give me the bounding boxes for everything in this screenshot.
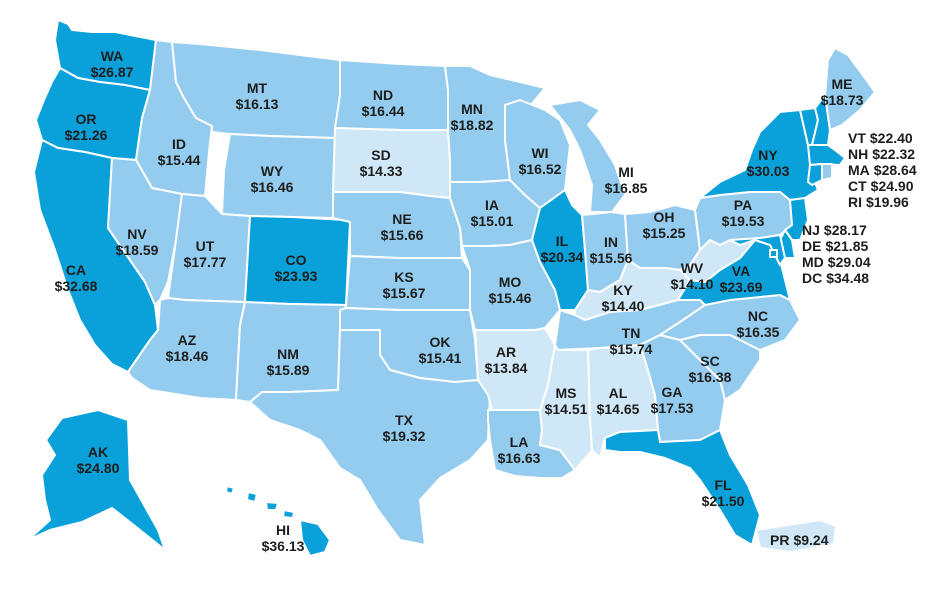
state-FL xyxy=(604,429,761,546)
label-AZ: AZ $18.46 xyxy=(165,332,209,364)
label-MO: MO $15.46 xyxy=(488,274,532,306)
callout-MA: MA $28.64 xyxy=(848,162,917,178)
label-OR: OR $21.26 xyxy=(64,111,108,143)
state-MS xyxy=(539,344,593,471)
label-IN: IN $15.56 xyxy=(589,234,633,266)
label-IA: IA $15.01 xyxy=(470,197,514,229)
callout-DC: DC $34.48 xyxy=(802,270,870,286)
label-MT: MT $16.13 xyxy=(235,80,279,112)
label-NE: NE $15.66 xyxy=(380,211,424,243)
state-MA xyxy=(807,144,846,166)
callout-VT: VT $22.40 xyxy=(848,130,913,146)
label-NY: NY $30.03 xyxy=(746,147,790,179)
label-GA: GA $17.53 xyxy=(650,384,694,416)
callout-PR: PR $9.24 xyxy=(770,532,829,548)
state-MI xyxy=(549,99,626,213)
callout-DE: DE $21.85 xyxy=(802,238,869,254)
label-NV: NV $18.59 xyxy=(115,226,159,258)
state-HI xyxy=(225,485,331,557)
label-ND: ND $16.44 xyxy=(361,87,405,119)
label-ME: ME $18.73 xyxy=(820,76,864,108)
label-CO: CO $23.93 xyxy=(274,252,318,284)
state-MO xyxy=(461,239,561,331)
callout-RI: RI $19.96 xyxy=(848,194,909,210)
label-LA: LA $16.63 xyxy=(497,434,541,466)
label-VA: VA $23.69 xyxy=(719,263,763,295)
callout-NJ: NJ $28.17 xyxy=(802,222,867,238)
label-MN: MN $18.82 xyxy=(450,101,494,133)
label-CA: CA $32.68 xyxy=(54,262,98,294)
state-DC xyxy=(769,249,778,258)
state-MD xyxy=(729,234,786,266)
label-IL: IL $20.34 xyxy=(540,233,584,265)
label-OH: OH $15.25 xyxy=(642,209,686,241)
state-ME xyxy=(824,47,876,131)
label-KY: KY $14.40 xyxy=(601,282,645,314)
label-AL: AL $14.65 xyxy=(596,385,640,417)
label-MI: MI $16.85 xyxy=(604,164,648,196)
label-HI: HI $36.13 xyxy=(261,522,305,554)
label-AR: AR $13.84 xyxy=(484,344,528,376)
label-MS: MS $14.51 xyxy=(544,385,588,417)
label-WA: WA $26.87 xyxy=(90,48,134,80)
state-TX xyxy=(249,329,491,546)
label-OK: OK $15.41 xyxy=(418,334,462,366)
label-SC: SC $16.38 xyxy=(688,353,732,385)
callout-NH: NH $22.32 xyxy=(848,146,916,162)
state-NJ xyxy=(784,197,809,241)
label-WI: WI $16.52 xyxy=(518,145,562,177)
label-SD: SD $14.33 xyxy=(359,147,403,179)
label-WV: WV $14.10 xyxy=(670,260,714,292)
label-NM: NM $15.89 xyxy=(266,346,310,378)
label-PA: PA $19.53 xyxy=(721,197,765,229)
state-PR xyxy=(755,519,837,553)
state-AK xyxy=(27,409,166,551)
state-RI xyxy=(821,163,833,181)
state-CT xyxy=(807,163,823,186)
label-TX: TX $19.32 xyxy=(382,412,426,444)
label-WY: WY $16.46 xyxy=(250,163,294,195)
label-FL: FL $21.50 xyxy=(701,477,745,509)
label-AK: AK $24.80 xyxy=(76,444,120,476)
state-NV xyxy=(107,157,183,306)
callout-CT: CT $24.90 xyxy=(848,178,914,194)
label-ID: ID $15.44 xyxy=(157,136,201,168)
label-TN: TN $15.74 xyxy=(609,325,653,357)
callout-MD: MD $29.04 xyxy=(802,254,871,270)
label-KS: KS $15.67 xyxy=(382,269,426,301)
label-NC: NC $16.35 xyxy=(736,308,780,340)
label-UT: UT $17.77 xyxy=(183,238,227,270)
